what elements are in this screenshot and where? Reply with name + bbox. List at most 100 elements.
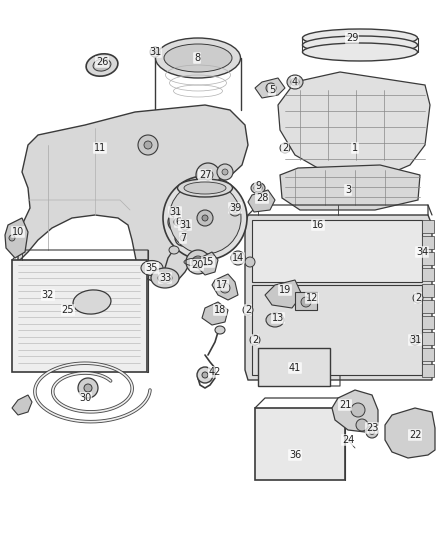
Text: 3: 3 (345, 185, 351, 195)
Polygon shape (255, 78, 285, 98)
Ellipse shape (151, 268, 179, 288)
Ellipse shape (158, 273, 172, 283)
Text: 41: 41 (289, 363, 301, 373)
Circle shape (203, 170, 213, 180)
Polygon shape (245, 215, 432, 380)
Circle shape (180, 220, 190, 230)
Polygon shape (5, 218, 28, 258)
Bar (422, 268, 434, 281)
Ellipse shape (86, 54, 118, 76)
Circle shape (222, 169, 228, 175)
Text: 15: 15 (202, 257, 214, 267)
Bar (12, 260, 147, 372)
Circle shape (173, 210, 177, 214)
Polygon shape (265, 280, 302, 308)
Text: 7: 7 (180, 233, 186, 243)
Circle shape (163, 176, 247, 260)
Circle shape (220, 283, 230, 293)
Text: 25: 25 (62, 305, 74, 315)
Text: 22: 22 (409, 430, 421, 440)
Text: 10: 10 (12, 227, 24, 237)
Circle shape (356, 419, 368, 431)
Text: 23: 23 (366, 423, 378, 433)
Text: 26: 26 (96, 57, 108, 67)
Text: 35: 35 (146, 263, 158, 273)
Text: 2: 2 (282, 143, 288, 153)
Bar (422, 300, 434, 313)
Circle shape (266, 83, 276, 93)
Text: 12: 12 (306, 293, 318, 303)
Ellipse shape (303, 29, 417, 47)
Ellipse shape (93, 59, 111, 71)
Bar (252, 285, 422, 375)
Polygon shape (12, 395, 32, 415)
Ellipse shape (164, 44, 232, 72)
Polygon shape (248, 190, 275, 212)
Text: 9: 9 (255, 181, 261, 191)
Text: 34: 34 (416, 247, 428, 257)
Text: 42: 42 (209, 367, 221, 377)
Circle shape (250, 335, 260, 345)
Bar (422, 220, 434, 233)
Bar (258, 348, 330, 386)
Text: 31: 31 (169, 207, 181, 217)
Polygon shape (202, 302, 228, 325)
Bar (295, 292, 317, 310)
Polygon shape (278, 72, 430, 180)
Text: 29: 29 (346, 33, 358, 43)
Circle shape (78, 378, 98, 398)
Text: 33: 33 (159, 273, 171, 283)
Text: 6: 6 (175, 217, 181, 227)
Text: 30: 30 (79, 393, 91, 403)
Text: 1: 1 (352, 143, 358, 153)
Polygon shape (280, 165, 420, 210)
Circle shape (233, 207, 237, 213)
Ellipse shape (169, 246, 179, 254)
Bar (422, 348, 434, 361)
Circle shape (150, 47, 160, 57)
Circle shape (413, 338, 417, 342)
Text: 32: 32 (42, 290, 54, 300)
Circle shape (243, 305, 253, 315)
Text: 19: 19 (279, 285, 291, 295)
Ellipse shape (73, 290, 111, 314)
Circle shape (192, 256, 204, 268)
Circle shape (202, 215, 208, 221)
Ellipse shape (303, 43, 417, 61)
Text: 20: 20 (191, 260, 203, 270)
Bar (252, 220, 422, 282)
Text: 24: 24 (342, 435, 354, 445)
Ellipse shape (141, 261, 163, 276)
Text: 8: 8 (194, 53, 200, 63)
Circle shape (280, 143, 290, 153)
Circle shape (84, 384, 92, 392)
Bar (422, 316, 434, 329)
Ellipse shape (266, 313, 284, 327)
Bar (422, 284, 434, 297)
Text: 27: 27 (199, 170, 211, 180)
Circle shape (174, 218, 182, 226)
Text: 16: 16 (312, 220, 324, 230)
Text: 31: 31 (179, 220, 191, 230)
Circle shape (196, 163, 220, 187)
Bar (422, 252, 434, 265)
Text: 2: 2 (252, 335, 258, 345)
Circle shape (370, 430, 374, 434)
Circle shape (413, 293, 423, 303)
Circle shape (153, 50, 157, 54)
Text: 28: 28 (256, 193, 268, 203)
Text: 31: 31 (409, 335, 421, 345)
Text: 21: 21 (339, 400, 351, 410)
Circle shape (144, 141, 152, 149)
Circle shape (186, 250, 210, 274)
Text: 2: 2 (245, 305, 251, 315)
Circle shape (245, 257, 255, 267)
Circle shape (197, 367, 213, 383)
Polygon shape (198, 252, 218, 275)
Text: 5: 5 (269, 85, 275, 95)
Circle shape (197, 210, 213, 226)
Circle shape (180, 235, 186, 241)
Circle shape (168, 212, 188, 232)
Ellipse shape (155, 38, 240, 78)
Circle shape (235, 255, 241, 261)
